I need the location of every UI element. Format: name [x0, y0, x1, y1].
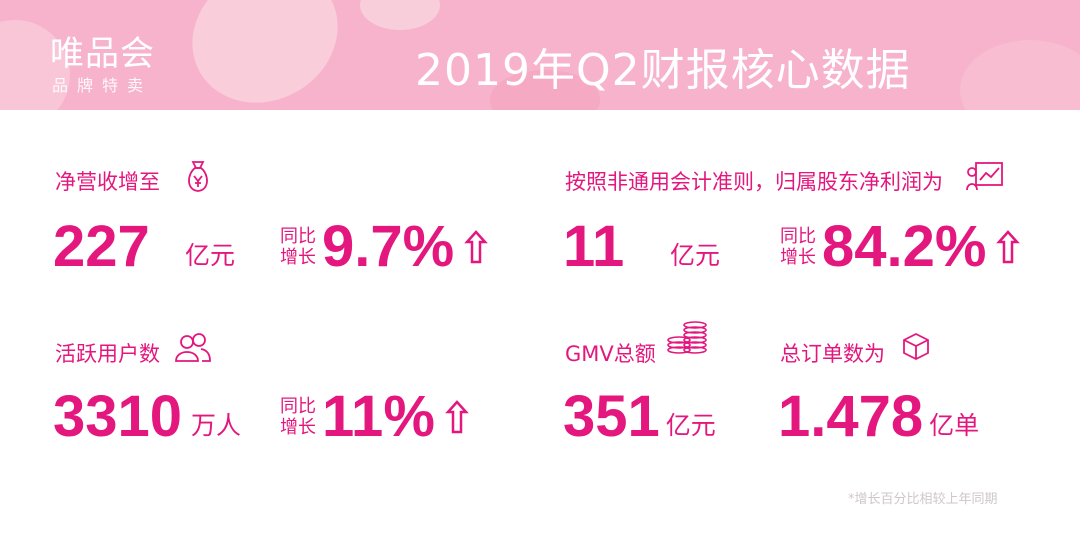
users-icon	[174, 332, 212, 364]
page-title: 2019年Q2财报核心数据	[415, 45, 911, 96]
gmv-value: 351	[563, 384, 660, 449]
yoy-label-1: 同比	[780, 226, 816, 247]
arrow-up-icon	[464, 229, 489, 265]
orders-value: 1.478	[778, 384, 924, 449]
gmv-label: GMV总额	[565, 342, 656, 366]
gmv-row: 351 亿元	[563, 388, 716, 446]
profit-value: 11	[563, 214, 625, 279]
revenue-unit: 亿元	[185, 241, 236, 270]
orders-label: 总订单数为	[780, 342, 885, 366]
profit-unit: 亿元	[670, 241, 721, 270]
yoy-label-2: 增长	[280, 417, 316, 438]
revenue-yoy-label: 同比 增长	[280, 226, 316, 268]
profit-row: 11 亿元 同比 增长 84.2%	[563, 214, 1021, 279]
profit-yoy-value: 84.2%	[822, 214, 987, 279]
leaf-decoration	[167, 0, 363, 110]
arrow-up-icon	[996, 229, 1021, 265]
box-icon	[902, 332, 930, 360]
chart-report-icon	[966, 160, 1004, 192]
orders-unit: 亿单	[929, 411, 980, 440]
users-yoy-label: 同比 增长	[280, 396, 316, 438]
users-label: 活跃用户数	[55, 342, 160, 366]
leaf-decoration	[360, 0, 440, 30]
profit-yoy-label: 同比 增长	[780, 226, 816, 268]
yoy-label-1: 同比	[280, 396, 316, 417]
users-unit: 万人	[191, 411, 242, 440]
profit-label: 按照非通用会计准则，归属股东净利润为	[565, 170, 943, 194]
gmv-unit: 亿元	[665, 411, 716, 440]
yoy-label-1: 同比	[280, 226, 316, 247]
header-banner: 唯品会 品牌特卖 2019年Q2财报核心数据	[0, 0, 1080, 110]
yoy-label-2: 增长	[280, 247, 316, 268]
users-yoy-value: 11%	[322, 384, 435, 449]
leaf-decoration	[960, 40, 1080, 110]
money-bag-icon	[183, 158, 213, 194]
arrow-up-icon	[445, 399, 469, 435]
users-value: 3310	[53, 384, 183, 449]
footnote: *增长百分比相较上年同期	[848, 492, 998, 507]
leaf-decoration	[490, 70, 600, 110]
coins-icon	[665, 320, 709, 356]
brand-logo: 唯品会	[50, 34, 155, 74]
orders-row: 1.478 亿单	[778, 388, 979, 446]
revenue-row: 227 亿元 同比 增长 9.7%	[53, 214, 489, 279]
revenue-yoy-value: 9.7%	[322, 214, 455, 279]
brand-slogan: 品牌特卖	[52, 76, 153, 95]
revenue-value: 227	[53, 214, 150, 279]
revenue-label: 净营收增至	[55, 170, 160, 194]
yoy-label-2: 增长	[780, 247, 816, 268]
users-row: 3310 万人 同比 增长 11%	[53, 388, 469, 446]
